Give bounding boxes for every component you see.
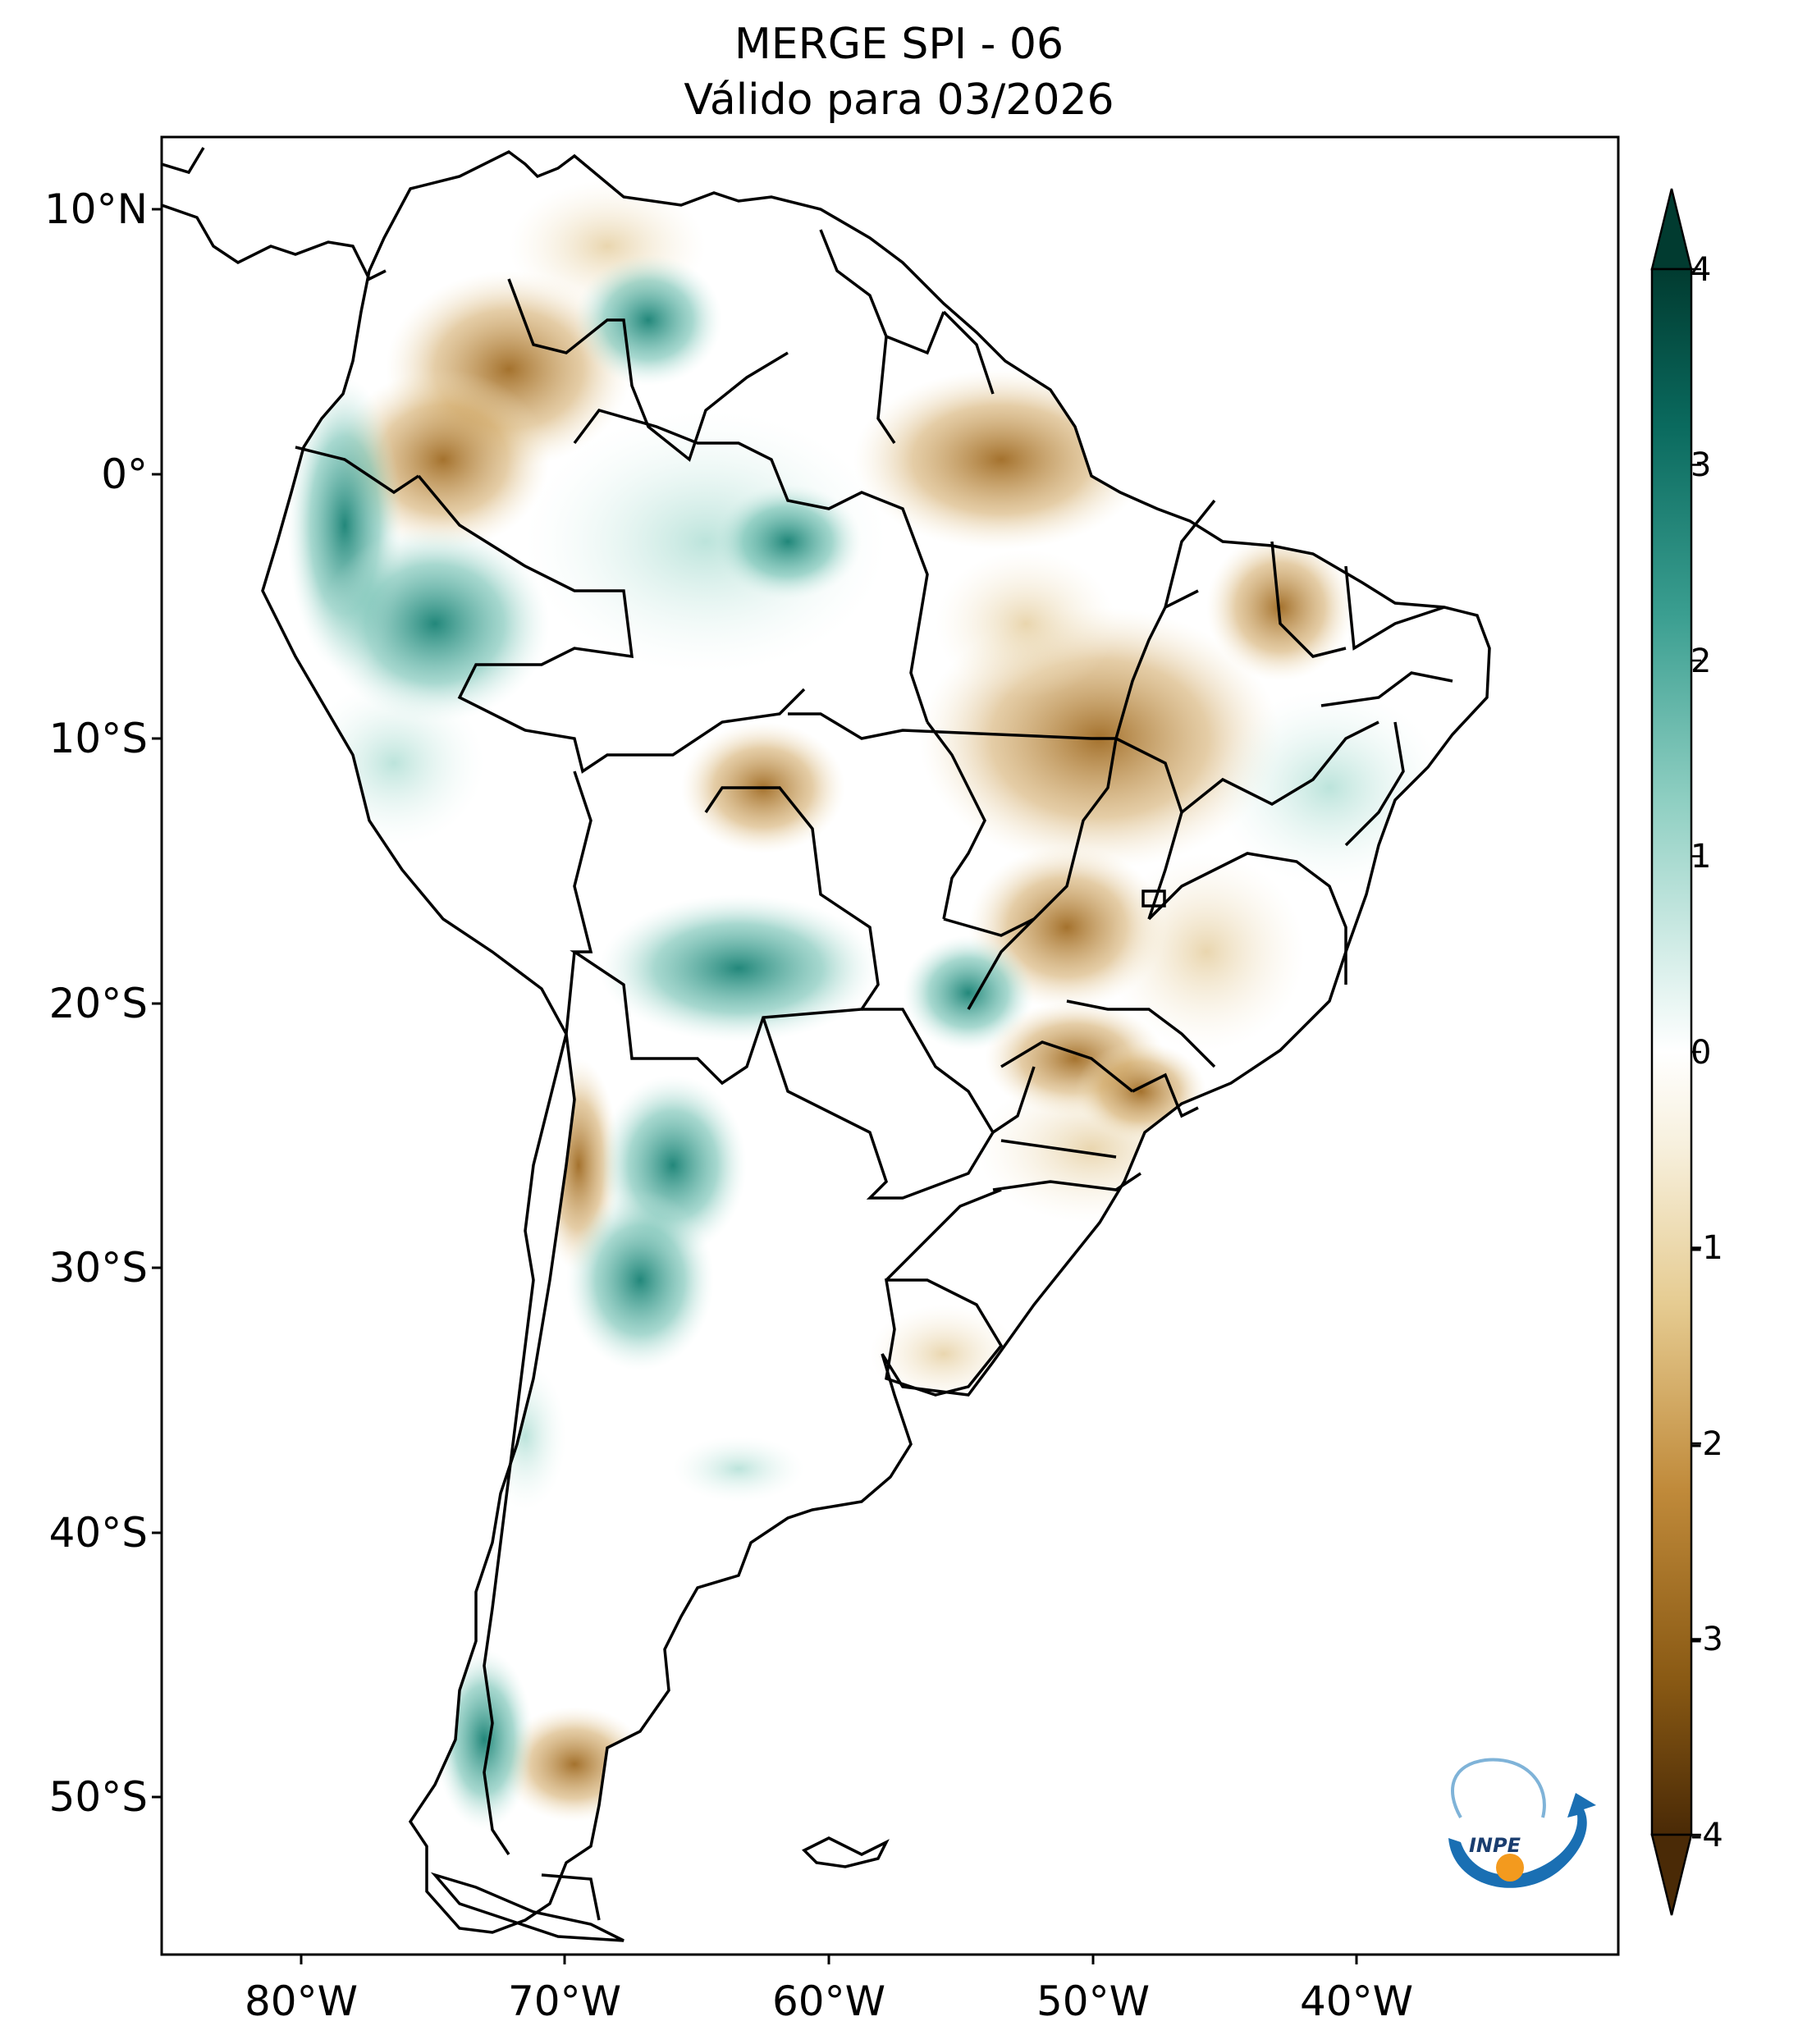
lat-label-10s: 10°S xyxy=(48,715,148,762)
lat-label-20s: 20°S xyxy=(48,980,148,1027)
colorbar-max-arrow xyxy=(1650,188,1693,271)
colorbar-tick-minus2: -2 xyxy=(1690,1425,1723,1463)
colorbar-tick-4: 4 xyxy=(1690,251,1712,289)
map-title: MERGE SPI - 06 xyxy=(734,20,1064,69)
lon-label-40w: 40°W xyxy=(1299,1978,1414,2025)
inpe-logo: INPE xyxy=(1448,1758,1596,1888)
colorbar-bar xyxy=(1650,268,1693,1836)
colorbar-tick-2: 2 xyxy=(1690,642,1712,680)
map-frame xyxy=(160,135,1620,1956)
lon-label-60w: 60°W xyxy=(771,1978,886,2025)
lon-label-70w: 70°W xyxy=(507,1978,622,2025)
lat-label-10n: 10°N xyxy=(43,185,148,233)
lon-label-50w: 50°W xyxy=(1036,1978,1151,2025)
lat-label-30s: 30°S xyxy=(48,1244,148,1292)
colorbar-tick-3: 3 xyxy=(1690,446,1712,484)
lon-label-80w: 80°W xyxy=(244,1978,359,2025)
colorbar-tick-1: 1 xyxy=(1690,838,1712,876)
colorbar-tick-minus4: -4 xyxy=(1690,1817,1723,1854)
map-ticks xyxy=(152,208,1358,1964)
lat-label-0: 0° xyxy=(101,450,148,498)
map-subtitle: Válido para 03/2026 xyxy=(684,75,1114,125)
lat-label-40s: 40°S xyxy=(48,1509,148,1557)
colorbar-tick-minus3: -3 xyxy=(1690,1621,1723,1658)
colorbar-tick-minus1: -1 xyxy=(1690,1229,1723,1267)
colorbar-tick-0: 0 xyxy=(1690,1034,1712,1072)
lat-label-50s: 50°S xyxy=(48,1773,148,1821)
logo-text: INPE xyxy=(1469,1834,1521,1857)
colorbar-min-arrow xyxy=(1650,1833,1693,1916)
map-borders xyxy=(162,147,1491,1942)
